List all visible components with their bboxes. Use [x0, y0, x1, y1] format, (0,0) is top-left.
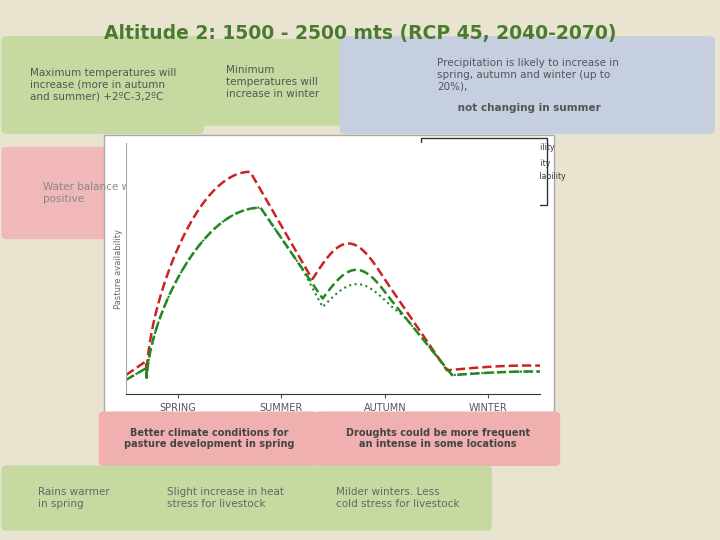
FancyBboxPatch shape [304, 465, 492, 531]
FancyBboxPatch shape [1, 465, 146, 531]
FancyBboxPatch shape [199, 39, 344, 126]
Y-axis label: Pasture availability: Pasture availability [114, 228, 123, 309]
FancyBboxPatch shape [340, 36, 715, 134]
Text: Maximum temperatures will
increase (more in autumn
and summer) +2ºC-3,2ºC: Maximum temperatures will increase (more… [30, 68, 176, 102]
FancyBboxPatch shape [142, 465, 308, 531]
Text: Altitude 2: 1500 - 2500 mts (RCP 45, 2040-2070): Altitude 2: 1500 - 2500 mts (RCP 45, 204… [104, 24, 616, 43]
Bar [104, 135, 554, 413]
Text: it could change from current
surplus to future water deficits at
certain locatio: it could change from current surplus to … [314, 184, 478, 218]
FancyArrowPatch shape [310, 167, 352, 232]
FancyBboxPatch shape [1, 36, 204, 134]
Bar [421, 138, 547, 205]
FancyBboxPatch shape [1, 147, 197, 239]
FancyBboxPatch shape [315, 411, 560, 466]
Text: Better climate conditions for
pasture development in spring: Better climate conditions for pasture de… [124, 428, 294, 449]
Text: - - - Future pasture availability
(water deficit areas): - - - Future pasture availability (water… [449, 172, 565, 192]
Text: Droughts could be more frequent
an intense in some locations: Droughts could be more frequent an inten… [346, 428, 530, 449]
Text: Rains warmer
in spring: Rains warmer in spring [38, 487, 110, 509]
Text: Present pasture availability: Present pasture availability [449, 144, 554, 152]
Text: Future pasture availability: Future pasture availability [449, 159, 550, 168]
FancyBboxPatch shape [99, 411, 319, 466]
Text: Precipitation is likely to increase in
spring, autumn and winter (up to
20%),: Precipitation is likely to increase in s… [437, 58, 618, 91]
Text: Milder winters. Less
cold stress for livestock: Milder winters. Less cold stress for liv… [336, 487, 460, 509]
Text: Slight increase in heat
stress for livestock: Slight increase in heat stress for lives… [167, 487, 284, 509]
FancyBboxPatch shape [261, 163, 531, 239]
Text: Minimum
temperatures will
increase in winter: Minimum temperatures will increase in wi… [225, 65, 319, 99]
Text: Water balance will be
positive: Water balance will be positive [43, 182, 156, 204]
Text: not changing in summer: not changing in summer [454, 103, 601, 113]
